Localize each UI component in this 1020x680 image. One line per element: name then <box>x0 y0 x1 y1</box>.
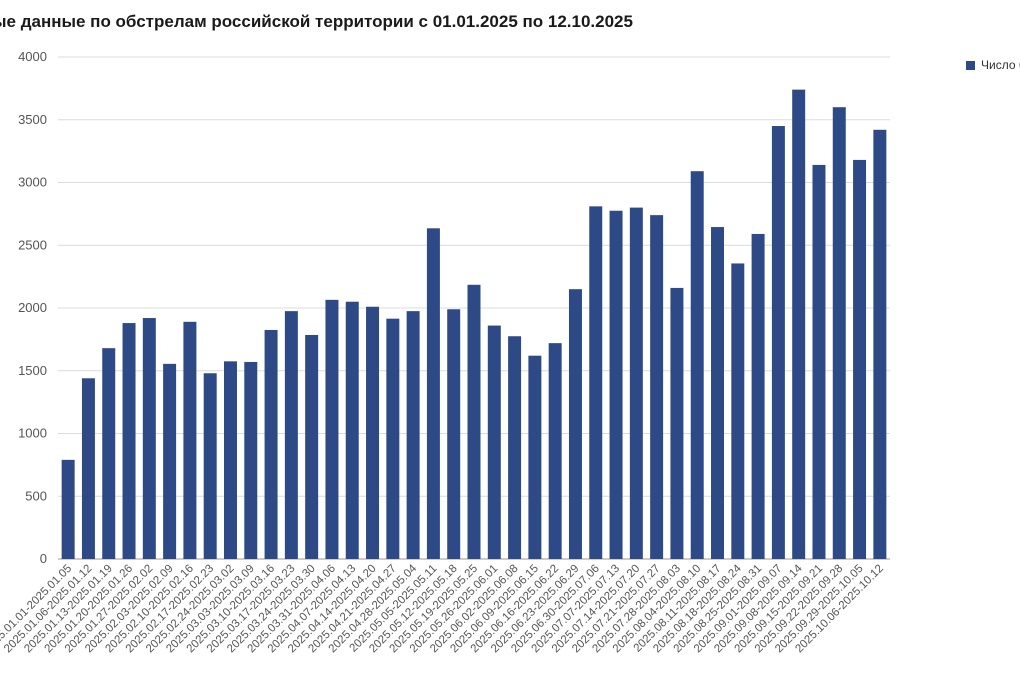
bar <box>203 373 217 559</box>
bar <box>690 171 704 559</box>
bar <box>792 89 806 559</box>
legend-label: Число б <box>981 58 1020 72</box>
bar <box>244 361 258 559</box>
y-tick-label: 500 <box>25 488 47 503</box>
bar <box>284 311 298 559</box>
y-tick-label: 2000 <box>18 300 47 315</box>
bar <box>670 287 684 559</box>
bar <box>386 318 400 559</box>
bar <box>487 325 501 559</box>
bar-series <box>61 89 887 560</box>
bar <box>609 210 623 560</box>
y-tick-label: 4000 <box>18 49 47 64</box>
bar <box>589 206 603 559</box>
bar <box>102 348 116 559</box>
bar <box>223 361 237 559</box>
bar <box>873 129 887 560</box>
bar <box>548 343 562 559</box>
chart-title: ые данные по обстрелам российской террит… <box>0 12 633 31</box>
y-tick-label: 0 <box>40 551 47 566</box>
bar <box>832 107 846 559</box>
y-tick-label: 3000 <box>18 175 47 190</box>
bar <box>183 321 197 559</box>
legend: Число б <box>966 58 1020 72</box>
bar <box>751 233 765 559</box>
bar <box>528 355 542 559</box>
y-tick-label: 2500 <box>18 237 47 252</box>
bar <box>853 159 867 559</box>
y-axis-ticks: 0 500 1000 1500 2000 2500 3000 3500 4000 <box>18 49 47 566</box>
bar <box>406 311 420 559</box>
y-tick-label: 1500 <box>18 363 47 378</box>
y-tick-label: 3500 <box>18 112 47 127</box>
legend-swatch <box>966 60 975 70</box>
y-tick-label: 1000 <box>18 426 47 441</box>
bar <box>447 309 461 559</box>
bar <box>142 318 156 559</box>
bar <box>345 301 359 559</box>
bar <box>508 336 522 559</box>
bar <box>264 329 278 559</box>
bar <box>812 164 826 559</box>
bar <box>711 227 725 560</box>
bar <box>163 363 177 559</box>
bar <box>771 126 785 560</box>
bar <box>731 263 745 559</box>
bar <box>467 284 481 559</box>
bar <box>305 334 319 559</box>
bar <box>629 207 643 559</box>
bar <box>61 459 75 559</box>
bar <box>650 215 664 559</box>
bar <box>81 378 95 559</box>
bar <box>122 323 136 559</box>
x-axis-ticks: 2025.01.01-2025.01.052025.01.06-2025.01.… <box>0 562 886 655</box>
bar <box>366 306 380 559</box>
bar <box>568 289 582 559</box>
bar <box>325 299 339 559</box>
bar <box>426 228 440 559</box>
